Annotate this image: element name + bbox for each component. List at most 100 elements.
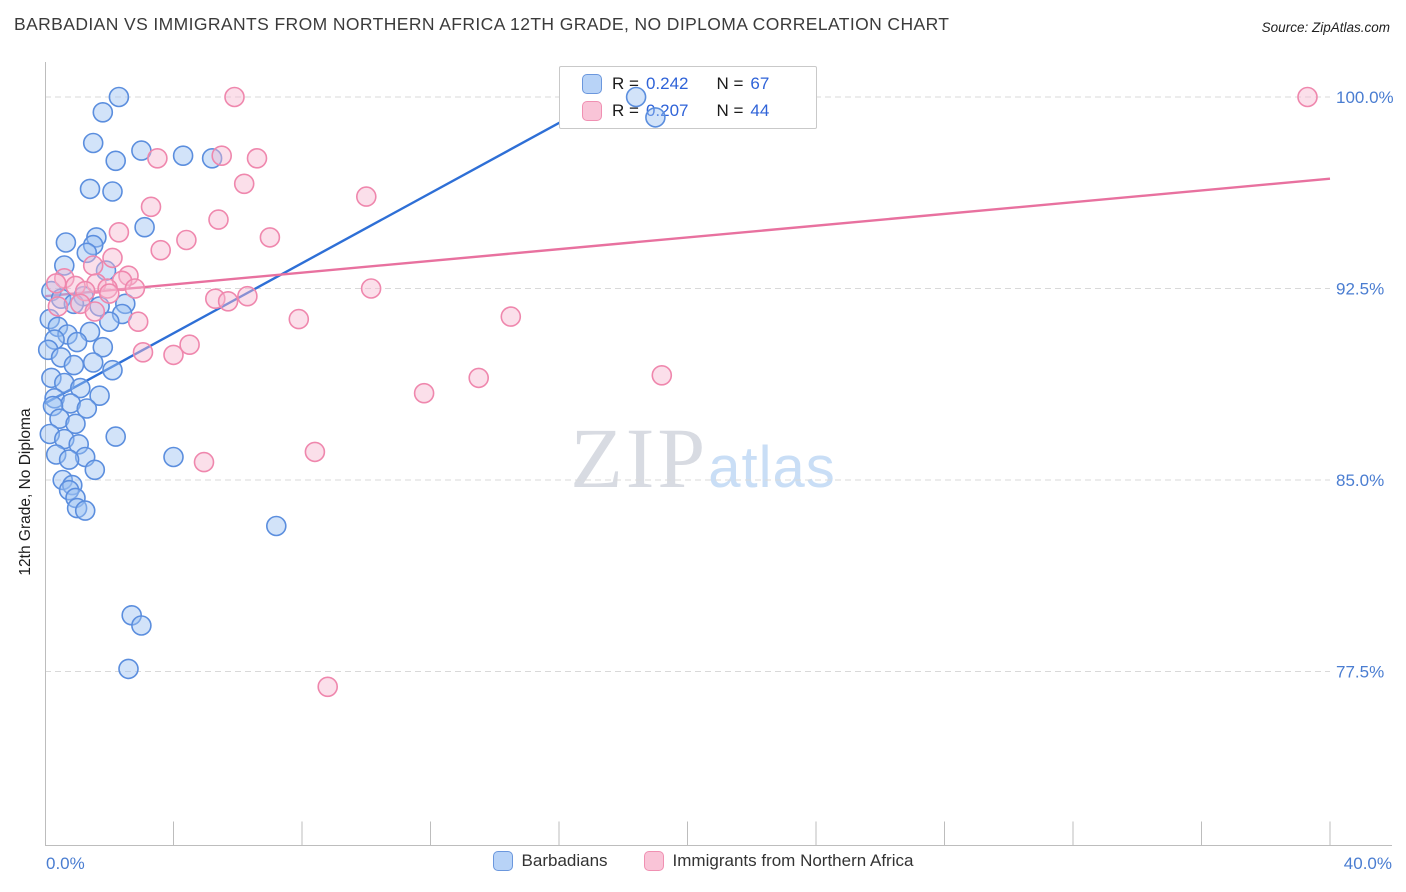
scatter-point-barbadians (82, 352, 104, 373)
northern-africa-swatch (582, 101, 602, 121)
scatter-point-barbadians (79, 321, 101, 343)
scatter-point-barbadians (63, 354, 85, 376)
scatter-point-barbadians (121, 604, 142, 626)
legend-item-northern-africa: Immigrants from Northern Africa (643, 851, 913, 871)
scatter-point-barbadians (37, 339, 59, 361)
scatter-point-northern-africa (86, 273, 107, 294)
scatter-point-northern-africa (127, 311, 149, 333)
scatter-point-barbadians (131, 140, 152, 161)
scatter-point-northern-africa (163, 344, 184, 366)
scatter-point-barbadians (134, 216, 155, 238)
scatter-point-barbadians (84, 459, 106, 481)
n-value-barbadians: 67 (750, 74, 770, 93)
scatter-point-barbadians (62, 474, 83, 496)
scatter-point-northern-africa (102, 247, 123, 269)
scatter-point-barbadians (60, 393, 81, 414)
page-title: BARBADIAN VS IMMIGRANTS FROM NORTHERN AF… (14, 14, 950, 34)
scatter-point-northern-africa (70, 293, 91, 315)
scatter-point-barbadians (89, 296, 110, 317)
scatter-point-barbadians (54, 428, 75, 450)
scatter-point-barbadians (74, 500, 96, 521)
scatter-point-barbadians (41, 367, 62, 389)
scatter-point-northern-africa (205, 288, 226, 310)
scatter-point-northern-africa (317, 676, 339, 698)
scatter-point-barbadians (76, 398, 98, 419)
scatter-point-barbadians (65, 413, 86, 435)
scatter-point-northern-africa (97, 278, 118, 299)
scatter-point-barbadians (92, 336, 114, 358)
trendline-barbadians (44, 78, 640, 405)
scatter-point-northern-africa (193, 451, 215, 473)
scatter-point-northern-africa (54, 267, 75, 289)
scatter-point-northern-africa (65, 275, 86, 297)
scatter-point-barbadians (131, 615, 152, 636)
scatter-point-barbadians (73, 285, 94, 307)
scatter-point-northern-africa (304, 441, 326, 463)
scatter-point-northern-africa (500, 306, 522, 327)
scatter-point-barbadians (118, 658, 139, 680)
scatter-point-northern-africa (74, 280, 96, 302)
y-tick-label: 77.5% (1336, 663, 1384, 682)
scatter-point-barbadians (111, 303, 133, 325)
scatter-point-northern-africa (45, 273, 67, 294)
series-legend: Barbadians Immigrants from Northern Afri… (0, 851, 1406, 871)
y-tick-label: 85.0% (1336, 471, 1384, 490)
scatter-point-barbadians (44, 329, 65, 350)
scatter-point-barbadians (82, 132, 104, 154)
northern-africa-legend-swatch (643, 851, 664, 871)
scatter-point-barbadians (44, 387, 65, 409)
scatter-point-barbadians (55, 232, 77, 253)
scatter-point-northern-africa (413, 382, 435, 404)
scatter-point-barbadians (108, 86, 130, 108)
scatter-point-barbadians (39, 308, 61, 330)
scatter-point-northern-africa (211, 145, 232, 166)
scatter-point-barbadians (99, 311, 120, 333)
scatter-point-northern-africa (176, 229, 197, 251)
barbadians-legend-label: Barbadians (521, 851, 608, 870)
scatter-point-barbadians (70, 377, 91, 399)
scatter-point-northern-africa (111, 270, 133, 292)
scatter-point-barbadians (82, 234, 104, 256)
scatter-point-northern-africa (124, 278, 146, 299)
watermark-zip: ZIP (570, 410, 709, 506)
scatter-point-northern-africa (140, 196, 162, 218)
scatter-point-barbadians (50, 288, 72, 310)
r-value-barbadians: 0.242 (645, 74, 689, 93)
scatter-point-barbadians (95, 260, 117, 281)
source-name: ZipAtlas.com (1311, 20, 1390, 35)
scatter-point-barbadians (57, 324, 78, 345)
scatter-point-barbadians (102, 359, 123, 381)
x-axis-min-label: 0.0% (46, 854, 85, 873)
scatter-point-barbadians (105, 426, 126, 447)
scatter-point-barbadians (58, 449, 80, 470)
source-prefix: Source: (1261, 20, 1309, 35)
scatter-point-barbadians (102, 181, 123, 202)
scatter-point-barbadians (265, 515, 287, 537)
scatter-point-barbadians (52, 469, 74, 491)
scatter-point-barbadians (201, 148, 223, 169)
scatter-point-northern-africa (150, 239, 171, 261)
scatter-point-barbadians (74, 446, 96, 468)
scatter-point-northern-africa (208, 209, 229, 230)
scatter-point-barbadians (89, 385, 110, 407)
r-label: R = (612, 74, 639, 93)
scatter-point-barbadians (92, 102, 114, 123)
n-label: N = (716, 74, 744, 93)
scatter-point-barbadians (50, 347, 72, 368)
stats-legend: R = 0.242 N = 67 R = 0.207 N = 44 (559, 66, 817, 129)
scatter-point-northern-africa (217, 290, 239, 312)
scatter-point-northern-africa (224, 86, 245, 108)
scatter-point-northern-africa (47, 296, 69, 317)
scatter-point-barbadians (86, 227, 107, 248)
scatter-point-barbadians (54, 255, 75, 276)
scatter-point-northern-africa (82, 255, 104, 276)
scatter-point-barbadians (163, 446, 184, 468)
scatter-point-barbadians (63, 293, 85, 315)
r-value-northern-africa: 0.207 (645, 101, 689, 120)
scatter-point-barbadians (49, 408, 70, 430)
scatter-point-northern-africa (108, 222, 130, 243)
scatter-point-northern-africa (99, 283, 120, 304)
scatter-point-northern-africa (132, 341, 154, 363)
y-tick-label: 92.5% (1336, 280, 1384, 299)
